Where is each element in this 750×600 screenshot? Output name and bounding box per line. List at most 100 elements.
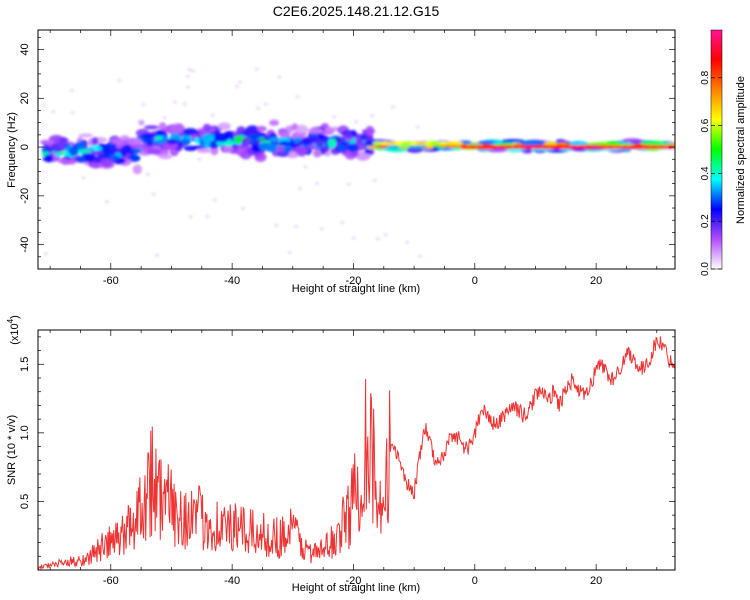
- heat-core-cell: [445, 141, 456, 146]
- heat-cell: [100, 158, 113, 168]
- heat-cell: [76, 149, 93, 154]
- heat-cell: [307, 143, 316, 150]
- spectrogram-y-tick-label: -40: [19, 237, 31, 253]
- heat-noise-dot: [346, 182, 351, 186]
- snr-series-line: [38, 336, 675, 570]
- heat-cell: [183, 145, 198, 152]
- heat-noise-dot: [51, 110, 56, 114]
- heat-cell: [120, 135, 130, 141]
- spectrogram-y-tick-label: -20: [19, 188, 31, 204]
- heat-cell: [138, 119, 145, 126]
- colorbar-tick-label: 0.6: [700, 118, 711, 132]
- heat-cell: [75, 140, 86, 151]
- heat-noise-dot: [41, 103, 46, 107]
- spectrogram-frame: [37, 29, 676, 270]
- colorbar-tick-label: 0.8: [700, 70, 711, 84]
- snr-panel: -60 -40 -20 0 20 0.5 1.0 1.5 Height of straight…: [6, 315, 676, 594]
- snr-y-tick-label: 1.0: [19, 425, 31, 440]
- heat-core-cell: [387, 141, 398, 146]
- heat-cell: [54, 152, 62, 157]
- heat-core-cell: [423, 141, 434, 146]
- heat-core-cell: [656, 145, 667, 150]
- heat-cell: [181, 137, 191, 146]
- heat-noise-dot: [145, 172, 150, 176]
- heat-core-cell: [576, 145, 587, 150]
- heat-core-cell: [547, 145, 558, 150]
- heat-noise-dot: [182, 102, 187, 106]
- heat-cell: [169, 123, 186, 134]
- heat-noise-dot: [187, 68, 192, 72]
- heat-cell: [294, 124, 308, 134]
- heat-core-cell: [394, 141, 405, 146]
- heat-cell: [42, 156, 52, 162]
- heat-cell: [166, 138, 178, 145]
- colorbar-gradient: [710, 29, 723, 270]
- snr-x-tick-label: 20: [590, 575, 602, 587]
- heat-noise-dot: [370, 114, 375, 118]
- heat-core-cell: [612, 145, 623, 150]
- heat-cell: [68, 147, 79, 156]
- spectrogram-x-tick-label: 0: [472, 275, 478, 287]
- heat-cell: [145, 137, 154, 147]
- heat-core-cell: [634, 145, 645, 150]
- heat-cell: [59, 136, 68, 146]
- heat-cell: [196, 148, 212, 154]
- heat-cell: [155, 129, 164, 136]
- spectrogram-x-tick-label: -60: [103, 275, 119, 287]
- heat-cell: [640, 140, 665, 146]
- heat-core-cell: [663, 145, 674, 150]
- heat-core-cell: [649, 145, 660, 150]
- heat-cell: [146, 148, 162, 155]
- heat-cell: [282, 144, 292, 154]
- heat-noise-dot: [141, 103, 146, 107]
- spectrogram-x-tick-label: -20: [346, 275, 362, 287]
- snr-x-label: Height of straight line (km): [292, 582, 420, 594]
- colorbar-ticks: 0.0 0.2 0.4 0.6 0.8: [700, 70, 722, 276]
- heat-core-cell: [598, 145, 609, 150]
- heat-core-cell: [591, 145, 602, 150]
- heat-core-cell: [481, 145, 492, 150]
- heat-noise-dot: [205, 215, 210, 219]
- spectrogram-x-tick-label: 20: [590, 275, 602, 287]
- heat-cell: [78, 133, 93, 138]
- heat-cell: [130, 144, 144, 149]
- spectrogram-x-tick-label: -40: [224, 275, 240, 287]
- heat-noise-dot: [81, 176, 86, 180]
- heat-core-cell: [496, 145, 507, 150]
- heat-noise-dot: [188, 215, 193, 219]
- heat-cell: [360, 135, 367, 140]
- heat-cell: [622, 138, 642, 143]
- heat-cell: [156, 138, 164, 145]
- heat-noise-dot: [117, 79, 122, 83]
- heat-cell: [269, 119, 280, 126]
- heat-noise-dot: [210, 113, 215, 117]
- heat-core-cell: [452, 141, 463, 146]
- heat-noise-dot: [70, 111, 75, 115]
- heat-cell: [110, 137, 123, 145]
- heat-core-cell: [569, 145, 580, 150]
- heat-noise-dot: [303, 165, 308, 169]
- heat-cell: [569, 140, 588, 147]
- heat-cell: [89, 162, 101, 169]
- heat-noise-dot: [254, 67, 259, 71]
- heat-cell: [291, 123, 298, 130]
- heat-noise-dot: [155, 253, 160, 257]
- heat-core-cell: [642, 145, 653, 150]
- heat-cell: [364, 149, 372, 154]
- heat-noise-dot: [277, 75, 282, 79]
- heat-core-cell: [380, 141, 391, 146]
- heat-noise-dot: [319, 227, 324, 231]
- heat-cell: [39, 139, 54, 145]
- heat-noise-dot: [405, 240, 410, 244]
- heat-cell: [126, 137, 143, 146]
- heat-core-cell: [620, 145, 631, 150]
- heat-cell: [128, 155, 141, 161]
- heat-cell: [328, 138, 336, 149]
- heat-core-cell: [518, 145, 529, 150]
- heat-noise-dot: [185, 85, 190, 89]
- spectrogram-y-tick-label: 40: [19, 43, 31, 55]
- heat-noise-dot: [235, 85, 240, 89]
- heat-core-cell: [489, 145, 500, 150]
- heat-cell: [315, 139, 325, 148]
- spectrogram-panel: -60 -40 -20 0 20 -40 -20 0 20 40 Height of straig…: [6, 29, 676, 295]
